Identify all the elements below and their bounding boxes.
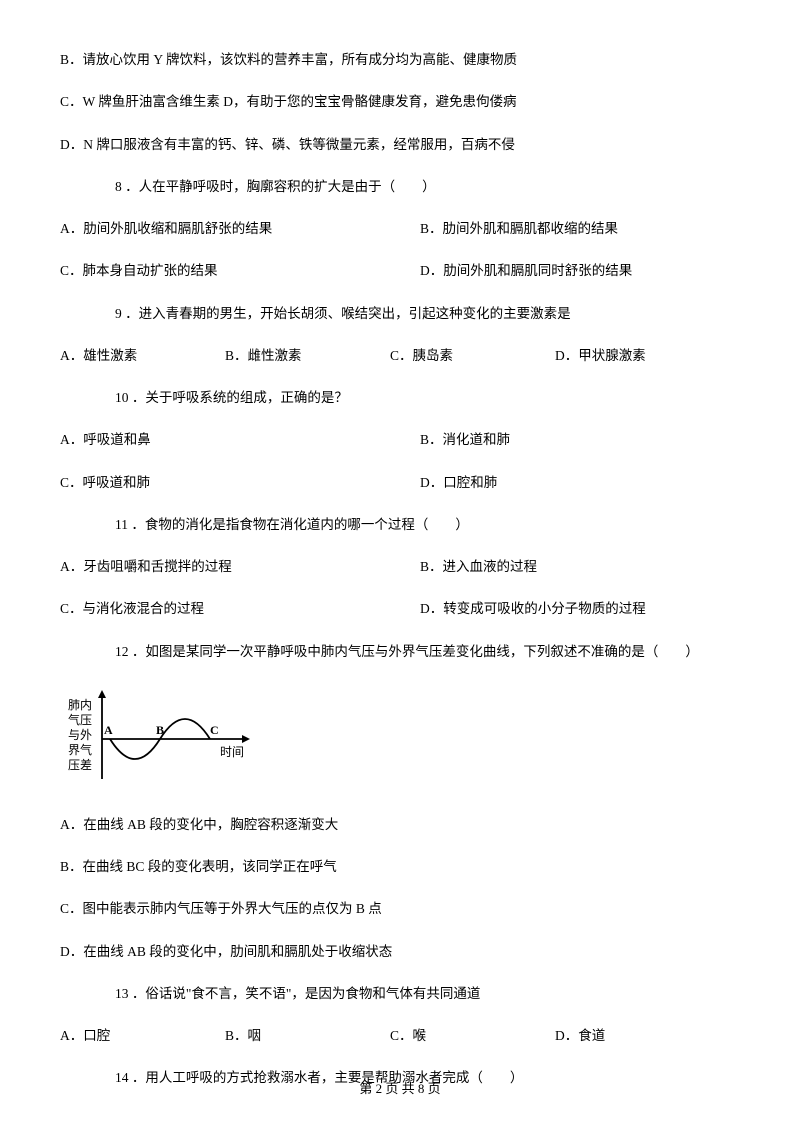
page-footer: 第 2 页 共 8 页 [0,1078,800,1097]
option-b: B．请放心饮用 Y 牌饮料，该饮料的营养丰富，所有成分均为高能、健康物质 [60,50,740,70]
q13-a: A．口腔 [60,1026,225,1046]
q11-stem: 11 ．食物的消化是指食物在消化道内的哪一个过程（ ） [60,515,740,535]
q8-row2: C．肺本身自动扩张的结果 D．肋间外肌和膈肌同时舒张的结果 [60,261,740,281]
y-arrow [98,690,106,698]
q13-b: B．咽 [225,1026,390,1046]
q12-stem: 12 ．如图是某同学一次平静呼吸中肺内气压与外界气压差变化曲线，下列叙述不准确的… [60,642,740,662]
q8-row1: A．肋间外肌收缩和膈肌舒张的结果 B．肋间外肌和膈肌都收缩的结果 [60,219,740,239]
q9-d: D．甲状腺激素 [555,346,720,366]
q10-stem: 10 ．关于呼吸系统的组成，正确的是？ [60,388,740,408]
q10-row1: A．呼吸道和鼻 B．消化道和肺 [60,430,740,450]
q13-stem: 13 ．俗话说"食不言，笑不语"，是因为食物和气体有共同通道 [60,984,740,1004]
pt-b: B [156,723,164,737]
q11-row1: A．牙齿咀嚼和舌搅拌的过程 B．进入血液的过程 [60,557,740,577]
q12-a: A．在曲线 AB 段的变化中，胸腔容积逐渐变大 [60,815,740,835]
ylabel-0: 肺内 [68,698,92,712]
ylabel-2: 与外 [68,728,92,742]
q10-a: A．呼吸道和鼻 [60,430,420,450]
q11-c: C．与消化液混合的过程 [60,599,420,619]
q11-d: D．转变成可吸收的小分子物质的过程 [420,599,646,619]
q8-a: A．肋间外肌收缩和膈肌舒张的结果 [60,219,420,239]
x-arrow [242,735,250,743]
q8-b: B．肋间外肌和膈肌都收缩的结果 [420,219,618,239]
pt-c: C [210,723,219,737]
q10-d: D．口腔和肺 [420,473,497,493]
q12-b: B．在曲线 BC 段的变化表明，该同学正在呼气 [60,857,740,877]
option-c: C．W 牌鱼肝油富含维生素 D，有助于您的宝宝骨骼健康发育，避免患佝偻病 [60,92,740,112]
option-d: D．N 牌口服液含有丰富的钙、锌、磷、铁等微量元素，经常服用，百病不侵 [60,135,740,155]
ylabel-3: 界气 [68,742,92,757]
xlabel: 时间 [220,745,244,759]
ylabel-1: 气压 [68,712,92,727]
q11-a: A．牙齿咀嚼和舌搅拌的过程 [60,557,420,577]
q9-stem: 9 ．进入青春期的男生，开始长胡须、喉结突出，引起这种变化的主要激素是 [60,304,740,324]
q13-c: C．喉 [390,1026,555,1046]
q12-c: C．图中能表示肺内气压等于外界大气压的点仅为 B 点 [60,899,740,919]
q9-c: C．胰岛素 [390,346,555,366]
q8-c: C．肺本身自动扩张的结果 [60,261,420,281]
q13-d: D．食道 [555,1026,720,1046]
q12-d: D．在曲线 AB 段的变化中，肋间肌和膈肌处于收缩状态 [60,942,740,962]
q10-c: C．呼吸道和肺 [60,473,420,493]
q10-b: B．消化道和肺 [420,430,510,450]
q11-b: B．进入血液的过程 [420,557,537,577]
q13-options: A．口腔 B．咽 C．喉 D．食道 [60,1026,740,1046]
q9-a: A．雄性激素 [60,346,225,366]
q8-stem: 8 ．人在平静呼吸时，胸廓容积的扩大是由于（ ） [60,177,740,197]
ylabel-4: 压差 [68,758,92,772]
q11-row2: C．与消化液混合的过程 D．转变成可吸收的小分子物质的过程 [60,599,740,619]
q10-row2: C．呼吸道和肺 D．口腔和肺 [60,473,740,493]
q8-d: D．肋间外肌和膈肌同时舒张的结果 [420,261,632,281]
q9-b: B．雌性激素 [225,346,390,366]
pt-a: A [104,723,113,737]
q9-options: A．雄性激素 B．雌性激素 C．胰岛素 D．甲状腺激素 [60,346,740,366]
q12-chart: 肺内 气压 与外 界气 压差 A B C 时间 [60,684,740,793]
